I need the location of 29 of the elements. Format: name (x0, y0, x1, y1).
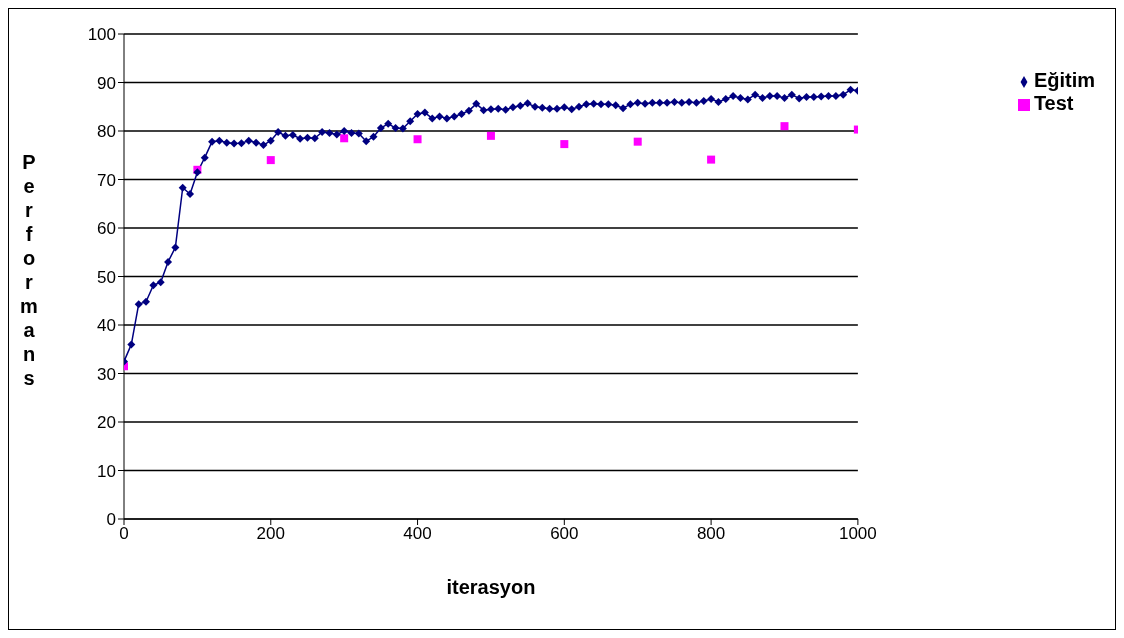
x-tick-label: 600 (550, 524, 579, 544)
x-tick-label: 400 (403, 524, 432, 544)
point (633, 137, 642, 146)
y-tick-label: 70 (97, 170, 116, 190)
legend-label: Test (1033, 92, 1074, 114)
y-tick-label: 10 (97, 461, 116, 481)
point (560, 140, 569, 149)
x-axis-title: iterasyon (446, 576, 536, 598)
point (707, 155, 716, 164)
point (413, 135, 422, 144)
point (486, 131, 495, 140)
x-tick-label: 1000 (838, 524, 877, 544)
point (340, 134, 349, 143)
x-tick-label: 0 (119, 524, 129, 544)
x-tick-label: 200 (256, 524, 285, 544)
legend-label: Eğitim (1033, 69, 1095, 91)
y-tick-label: 100 (87, 25, 116, 45)
y-tick-label: 30 (97, 364, 116, 384)
point (780, 122, 789, 131)
x-tick-label: 800 (696, 524, 726, 544)
y-tick-label: 80 (97, 122, 116, 142)
y-tick-label: 0 (106, 510, 116, 530)
text: Performans (20, 150, 38, 389)
y-tick-label: 20 (97, 413, 116, 433)
y-tick-label: 50 (97, 267, 116, 287)
y-tick-label: 60 (97, 219, 116, 239)
point (266, 156, 275, 165)
y-tick-label: 40 (97, 316, 116, 336)
y-tick-label: 90 (97, 73, 116, 93)
